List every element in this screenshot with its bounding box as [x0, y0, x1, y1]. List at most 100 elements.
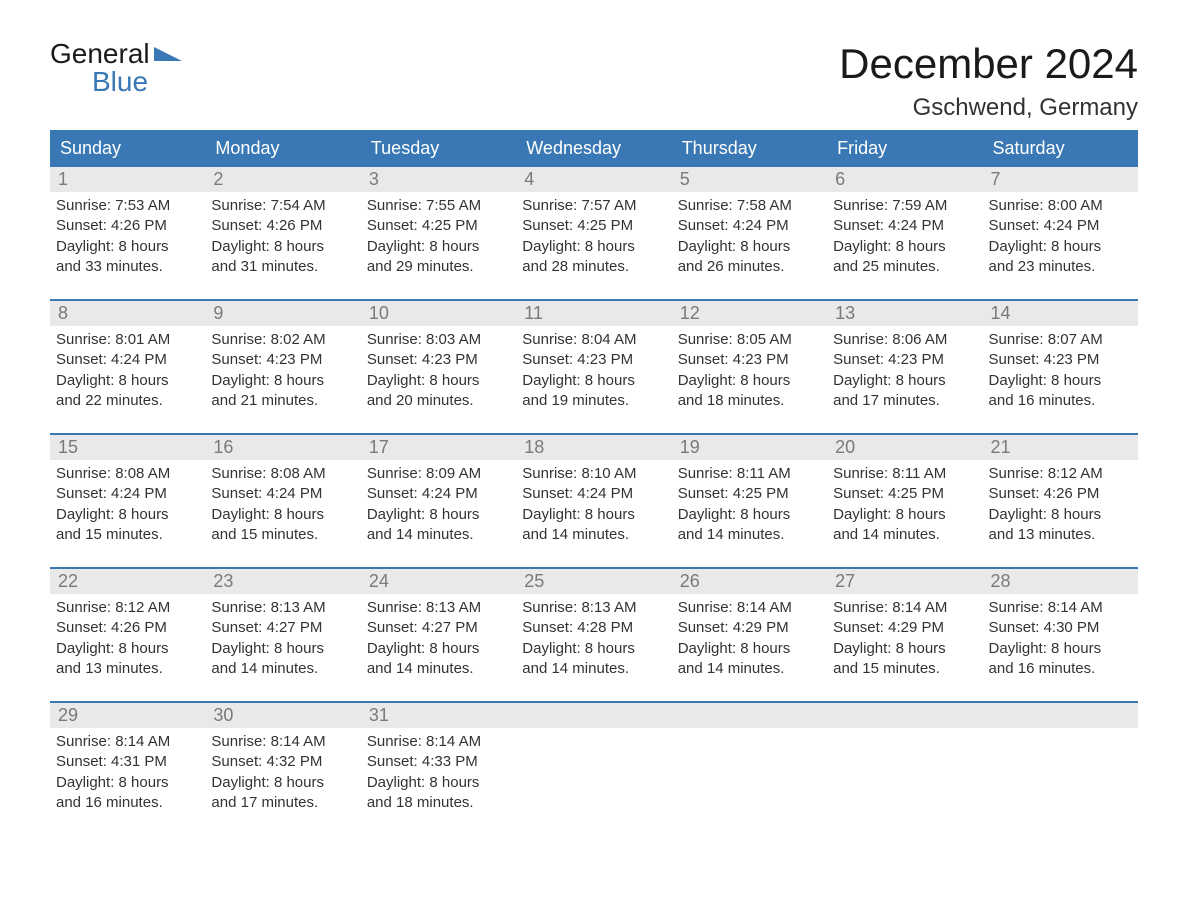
day-number: 12 — [672, 301, 827, 326]
day-cell: 6Sunrise: 7:59 AMSunset: 4:24 PMDaylight… — [827, 167, 982, 285]
daylight-line-2: and 17 minutes. — [211, 793, 354, 813]
daylight-line-1: Daylight: 8 hours — [367, 237, 510, 257]
day-cell: 21Sunrise: 8:12 AMSunset: 4:26 PMDayligh… — [983, 435, 1138, 553]
day-body: Sunrise: 8:05 AMSunset: 4:23 PMDaylight:… — [672, 326, 827, 419]
day-body: Sunrise: 7:54 AMSunset: 4:26 PMDaylight:… — [205, 192, 360, 285]
daylight-line-2: and 17 minutes. — [833, 391, 976, 411]
sunrise-line: Sunrise: 8:11 AM — [678, 464, 821, 484]
sunset-line: Sunset: 4:26 PM — [56, 216, 199, 236]
day-cell: 17Sunrise: 8:09 AMSunset: 4:24 PMDayligh… — [361, 435, 516, 553]
day-body: Sunrise: 7:55 AMSunset: 4:25 PMDaylight:… — [361, 192, 516, 285]
daylight-line-2: and 19 minutes. — [522, 391, 665, 411]
week-row: 15Sunrise: 8:08 AMSunset: 4:24 PMDayligh… — [50, 433, 1138, 553]
weekday-header-cell: Friday — [827, 130, 982, 167]
weekday-header-cell: Wednesday — [516, 130, 671, 167]
sunset-line: Sunset: 4:29 PM — [833, 618, 976, 638]
sunset-line: Sunset: 4:30 PM — [989, 618, 1132, 638]
daylight-line-1: Daylight: 8 hours — [367, 639, 510, 659]
daylight-line-1: Daylight: 8 hours — [522, 237, 665, 257]
day-cell: 3Sunrise: 7:55 AMSunset: 4:25 PMDaylight… — [361, 167, 516, 285]
sunset-line: Sunset: 4:29 PM — [678, 618, 821, 638]
daylight-line-1: Daylight: 8 hours — [833, 371, 976, 391]
day-number — [827, 703, 982, 728]
daylight-line-2: and 14 minutes. — [367, 525, 510, 545]
day-number: 7 — [983, 167, 1138, 192]
week-row: 1Sunrise: 7:53 AMSunset: 4:26 PMDaylight… — [50, 167, 1138, 285]
day-cell — [827, 703, 982, 821]
sunset-line: Sunset: 4:23 PM — [522, 350, 665, 370]
day-body: Sunrise: 8:12 AMSunset: 4:26 PMDaylight:… — [50, 594, 205, 687]
daylight-line-2: and 16 minutes. — [989, 391, 1132, 411]
sunrise-line: Sunrise: 8:02 AM — [211, 330, 354, 350]
day-number — [983, 703, 1138, 728]
logo-text-1: General — [50, 40, 150, 68]
week-row: 8Sunrise: 8:01 AMSunset: 4:24 PMDaylight… — [50, 299, 1138, 419]
day-number: 21 — [983, 435, 1138, 460]
sunrise-line: Sunrise: 8:10 AM — [522, 464, 665, 484]
day-body: Sunrise: 7:53 AMSunset: 4:26 PMDaylight:… — [50, 192, 205, 285]
day-cell — [516, 703, 671, 821]
weekday-header-cell: Sunday — [50, 130, 205, 167]
day-cell: 15Sunrise: 8:08 AMSunset: 4:24 PMDayligh… — [50, 435, 205, 553]
daylight-line-2: and 23 minutes. — [989, 257, 1132, 277]
sunrise-line: Sunrise: 8:12 AM — [56, 598, 199, 618]
day-cell: 28Sunrise: 8:14 AMSunset: 4:30 PMDayligh… — [983, 569, 1138, 687]
daylight-line-2: and 15 minutes. — [211, 525, 354, 545]
sunrise-line: Sunrise: 8:13 AM — [211, 598, 354, 618]
day-cell: 25Sunrise: 8:13 AMSunset: 4:28 PMDayligh… — [516, 569, 671, 687]
day-cell: 5Sunrise: 7:58 AMSunset: 4:24 PMDaylight… — [672, 167, 827, 285]
daylight-line-1: Daylight: 8 hours — [56, 773, 199, 793]
daylight-line-2: and 14 minutes. — [678, 525, 821, 545]
sunrise-line: Sunrise: 8:14 AM — [833, 598, 976, 618]
day-body: Sunrise: 8:11 AMSunset: 4:25 PMDaylight:… — [672, 460, 827, 553]
day-number: 15 — [50, 435, 205, 460]
day-body: Sunrise: 8:09 AMSunset: 4:24 PMDaylight:… — [361, 460, 516, 553]
daylight-line-1: Daylight: 8 hours — [989, 237, 1132, 257]
sunset-line: Sunset: 4:23 PM — [833, 350, 976, 370]
day-number: 11 — [516, 301, 671, 326]
daylight-line-2: and 21 minutes. — [211, 391, 354, 411]
sunset-line: Sunset: 4:26 PM — [211, 216, 354, 236]
daylight-line-2: and 33 minutes. — [56, 257, 199, 277]
day-number: 8 — [50, 301, 205, 326]
day-cell: 30Sunrise: 8:14 AMSunset: 4:32 PMDayligh… — [205, 703, 360, 821]
sunset-line: Sunset: 4:24 PM — [56, 350, 199, 370]
sunset-line: Sunset: 4:25 PM — [678, 484, 821, 504]
day-number: 24 — [361, 569, 516, 594]
day-number: 22 — [50, 569, 205, 594]
sunset-line: Sunset: 4:23 PM — [678, 350, 821, 370]
location-label: Gschwend, Germany — [839, 94, 1138, 122]
day-number: 18 — [516, 435, 671, 460]
weekday-header-cell: Saturday — [983, 130, 1138, 167]
daylight-line-2: and 14 minutes. — [522, 659, 665, 679]
daylight-line-2: and 18 minutes. — [367, 793, 510, 813]
daylight-line-1: Daylight: 8 hours — [833, 639, 976, 659]
day-cell — [983, 703, 1138, 821]
sunrise-line: Sunrise: 8:11 AM — [833, 464, 976, 484]
week-row: 22Sunrise: 8:12 AMSunset: 4:26 PMDayligh… — [50, 567, 1138, 687]
day-body: Sunrise: 8:07 AMSunset: 4:23 PMDaylight:… — [983, 326, 1138, 419]
day-number: 17 — [361, 435, 516, 460]
header: General Blue December 2024 Gschwend, Ger… — [50, 40, 1138, 122]
logo-text-2: Blue — [92, 68, 182, 96]
day-number: 9 — [205, 301, 360, 326]
day-number: 19 — [672, 435, 827, 460]
sunrise-line: Sunrise: 8:06 AM — [833, 330, 976, 350]
sunset-line: Sunset: 4:23 PM — [367, 350, 510, 370]
day-cell: 23Sunrise: 8:13 AMSunset: 4:27 PMDayligh… — [205, 569, 360, 687]
sunset-line: Sunset: 4:28 PM — [522, 618, 665, 638]
sunset-line: Sunset: 4:24 PM — [522, 484, 665, 504]
sunrise-line: Sunrise: 8:05 AM — [678, 330, 821, 350]
day-number: 16 — [205, 435, 360, 460]
sunrise-line: Sunrise: 8:00 AM — [989, 196, 1132, 216]
daylight-line-2: and 14 minutes. — [678, 659, 821, 679]
calendar: SundayMondayTuesdayWednesdayThursdayFrid… — [50, 130, 1138, 821]
daylight-line-1: Daylight: 8 hours — [522, 639, 665, 659]
daylight-line-1: Daylight: 8 hours — [989, 639, 1132, 659]
day-number: 6 — [827, 167, 982, 192]
day-body: Sunrise: 8:03 AMSunset: 4:23 PMDaylight:… — [361, 326, 516, 419]
day-number: 13 — [827, 301, 982, 326]
sunset-line: Sunset: 4:24 PM — [678, 216, 821, 236]
day-body: Sunrise: 8:13 AMSunset: 4:28 PMDaylight:… — [516, 594, 671, 687]
sunrise-line: Sunrise: 7:58 AM — [678, 196, 821, 216]
